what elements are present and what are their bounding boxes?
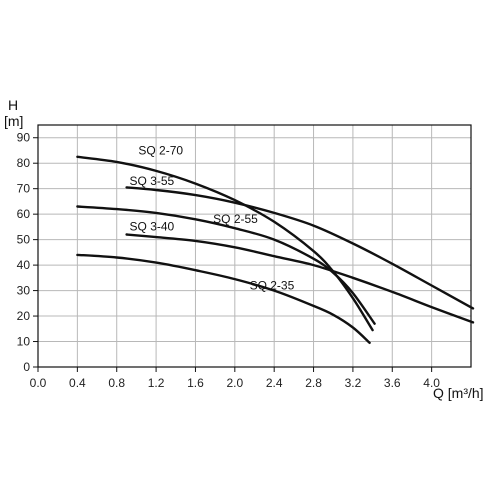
grid bbox=[38, 125, 471, 367]
x-tick-label: 1.2 bbox=[148, 376, 165, 390]
curve-sq-2-35 bbox=[76, 253, 371, 344]
x-tick-label: 2.0 bbox=[226, 376, 243, 390]
y-tick-label: 0 bbox=[23, 360, 30, 374]
y-tick-label: 30 bbox=[17, 284, 31, 298]
x-tick-label: 0.4 bbox=[69, 376, 86, 390]
label-sq-2-35: SQ 2-35 bbox=[250, 278, 295, 292]
y-tick-label: 60 bbox=[17, 207, 31, 221]
x-tick-label: 4.0 bbox=[423, 376, 440, 390]
label-sq-2-70: SQ 2-70 bbox=[138, 143, 183, 157]
x-axis-title: Q [m³/h] bbox=[433, 385, 484, 401]
y-tick-label: 70 bbox=[17, 182, 31, 196]
axis-ticks: 0.0 0.4 0.8 1.2 1.6 2.0 2.4 2.8 3.2 3.6 4.0 0 10 20 30… bbox=[17, 131, 441, 390]
x-tick-label: 2.8 bbox=[305, 376, 322, 390]
label-sq-2-55: SQ 2-55 bbox=[213, 212, 258, 226]
x-tick-label: 3.2 bbox=[345, 376, 362, 390]
x-tick-label: 0.0 bbox=[30, 376, 47, 390]
x-tick-label: 1.6 bbox=[187, 376, 204, 390]
x-tick-label: 2.4 bbox=[266, 376, 283, 390]
x-tick-label: 3.6 bbox=[384, 376, 401, 390]
y-tick-label: 90 bbox=[17, 131, 31, 145]
y-axis-unit: [m] bbox=[4, 113, 23, 129]
y-tick-label: 10 bbox=[17, 335, 31, 349]
series-labels: SQ 2-70 SQ 3-55 SQ 2-55 SQ 3-40 SQ 2-35 bbox=[130, 143, 295, 292]
y-axis-title: H bbox=[8, 97, 18, 113]
series-curves bbox=[76, 155, 475, 344]
label-sq-3-40: SQ 3-40 bbox=[130, 220, 175, 234]
y-tick-label: 50 bbox=[17, 233, 31, 247]
y-tick-label: 80 bbox=[17, 156, 31, 170]
curve-sq-3-55 bbox=[125, 186, 475, 310]
label-sq-3-55: SQ 3-55 bbox=[130, 174, 175, 188]
y-tick-label: 40 bbox=[17, 258, 31, 272]
curve-sq-3-40 bbox=[125, 233, 475, 324]
y-tick-label: 20 bbox=[17, 309, 31, 323]
plot-frame bbox=[37, 124, 472, 368]
curve-sq-2-70 bbox=[76, 155, 374, 332]
curve-sq-2-55 bbox=[76, 205, 376, 325]
x-tick-label: 0.8 bbox=[108, 376, 125, 390]
